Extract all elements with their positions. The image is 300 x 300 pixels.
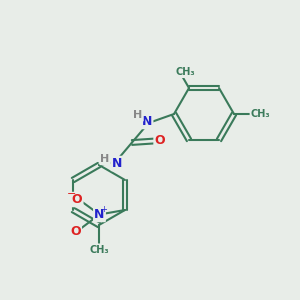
- Text: O: O: [70, 224, 81, 238]
- Text: H: H: [134, 110, 142, 121]
- Text: CH₃: CH₃: [175, 67, 195, 77]
- Text: O: O: [154, 134, 165, 148]
- Text: CH₃: CH₃: [250, 109, 270, 119]
- Text: H: H: [100, 154, 109, 164]
- Text: O: O: [72, 193, 82, 206]
- Text: N: N: [112, 157, 122, 170]
- Text: −: −: [67, 188, 76, 199]
- Text: +: +: [100, 205, 107, 214]
- Text: N: N: [142, 115, 152, 128]
- Text: N: N: [94, 208, 105, 221]
- Text: CH₃: CH₃: [89, 244, 109, 255]
